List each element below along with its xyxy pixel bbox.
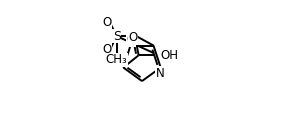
Text: O: O xyxy=(102,43,111,56)
Text: OH: OH xyxy=(161,49,179,62)
Text: O: O xyxy=(102,16,111,29)
Text: O: O xyxy=(128,31,137,44)
Text: N: N xyxy=(156,67,165,80)
Text: O: O xyxy=(126,33,136,46)
Text: S: S xyxy=(113,30,121,43)
Text: CH₃: CH₃ xyxy=(106,53,128,66)
